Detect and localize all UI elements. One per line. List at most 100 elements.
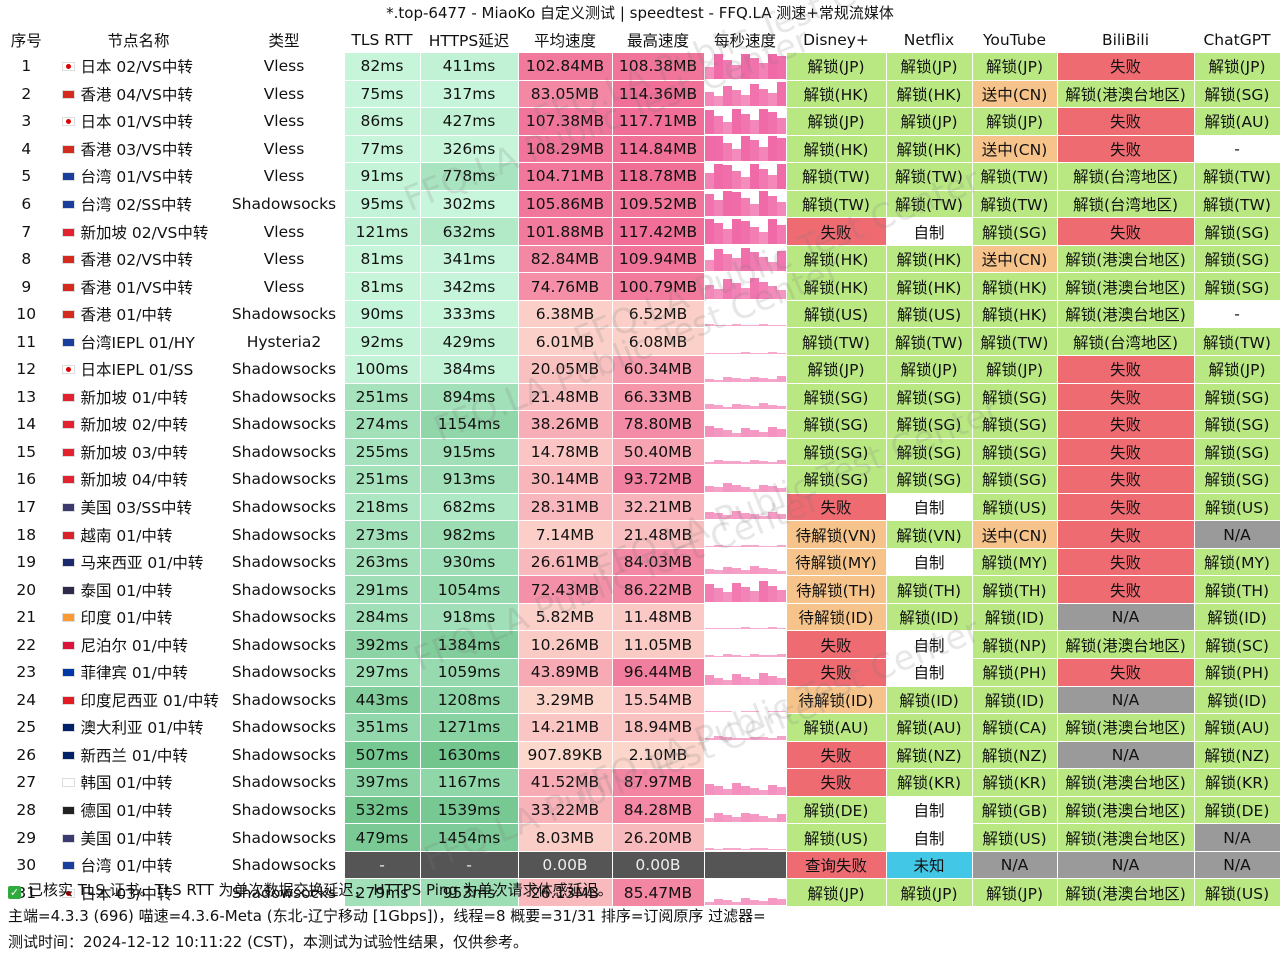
speed-bar (713, 513, 723, 520)
speed-bar (776, 814, 785, 823)
table-row[interactable]: 28 德国 01/中转 Shadowsocks 532ms 1539ms 33.22MB 8… (0, 796, 1280, 825)
cell-disney: 解锁(TW) (786, 327, 887, 357)
table-row[interactable]: 5 台湾 01/VS中转 Vless 91ms 778ms 104.71MB 118.78M… (0, 162, 1280, 191)
cell-node: 香港 01/中转 (53, 300, 225, 329)
col-avg-speed[interactable]: 平均速度 (518, 26, 613, 53)
speed-bar (713, 379, 723, 382)
speed-bar (713, 486, 723, 492)
speed-bar (722, 143, 732, 162)
speed-bar (722, 278, 732, 299)
cell-per-second (704, 603, 787, 632)
col-type[interactable]: 类型 (224, 26, 345, 53)
cell-avg-speed: 20.05MB (518, 355, 613, 384)
cell-chatgpt: 解锁(SG) (1194, 80, 1280, 109)
speed-bar (722, 815, 732, 823)
col-index[interactable]: 序号 (0, 26, 54, 53)
cell-per-second (704, 355, 787, 384)
cell-max-speed: 18.94MB (612, 713, 705, 742)
table-row[interactable]: 9 香港 01/VS中转 Vless 81ms 342ms 74.76MB 100.79MB… (0, 272, 1280, 301)
cell-bilibili: 失败 (1057, 658, 1195, 687)
col-max-speed[interactable]: 最高速度 (612, 26, 705, 53)
cell-netflix: 自制 (886, 217, 973, 246)
col-chatgpt[interactable]: ChatGPT (1194, 26, 1280, 53)
cell-chatgpt: 解锁(AU) (1194, 107, 1280, 136)
cell-max-speed: 93.72MB (612, 465, 705, 494)
speed-bar (731, 737, 741, 740)
speed-bar (704, 218, 714, 244)
speed-bar (758, 108, 768, 134)
table-row[interactable]: 7 新加坡 02/VS中转 Vless 121ms 632ms 101.88MB 117.4… (0, 217, 1280, 246)
speed-bar (767, 818, 777, 823)
col-disney[interactable]: Disney+ (786, 26, 887, 53)
table-row[interactable]: 25 澳大利亚 01/中转 Shadowsocks 351ms 1271ms 14.21M… (0, 713, 1280, 742)
cell-per-second (704, 327, 787, 357)
col-node[interactable]: 节点名称 (53, 26, 225, 53)
table-row[interactable]: 18 越南 01/中转 Shadowsocks 273ms 982ms 7.14MB 21.… (0, 520, 1280, 549)
table-row[interactable]: 31 日本 03/中转 Shadowsocks 279ms 953ms 26.13MB 85… (0, 878, 1280, 907)
cell-max-speed: 117.42MB (612, 217, 705, 246)
table-row[interactable]: 30 台湾 01/中转 Shadowsocks - -0.00B 0.00B 查询失败 未知 N… (0, 851, 1280, 880)
cell-node: 马来西亚 01/中转 (53, 548, 225, 577)
cell-max-speed: 109.94MB (612, 245, 705, 274)
cell-youtube: 送中(CN) (972, 80, 1058, 109)
table-row[interactable]: 6 台湾 02/SS中转 Shadowsocks 95ms 302ms 105.86MB 1… (0, 190, 1280, 219)
cell-node: 新加坡 02/中转 (53, 410, 225, 439)
flag-us-icon (61, 503, 75, 513)
cell-chatgpt: 解锁(TW) (1194, 162, 1280, 191)
col-netflix[interactable]: Netflix (886, 26, 973, 53)
speed-bar (731, 782, 741, 795)
cell-max-speed: 117.71MB (612, 107, 705, 136)
cell-index: 27 (0, 768, 54, 797)
table-row[interactable]: 15 新加坡 03/中转 Shadowsocks 255ms 915ms 14.78MB 5… (0, 438, 1280, 467)
speed-bar (749, 899, 759, 905)
table-row[interactable]: 16 新加坡 04/中转 Shadowsocks 251ms 913ms 30.14MB 9… (0, 465, 1280, 494)
cell-per-second (704, 658, 787, 687)
table-row[interactable]: 29 美国 01/中转 Shadowsocks 479ms 1454ms 8.03MB 26… (0, 823, 1280, 852)
col-bilibili[interactable]: BiliBili (1057, 26, 1195, 53)
col-per-second[interactable]: 每秒速度 (704, 26, 787, 53)
cell-netflix: 解锁(TH) (886, 575, 973, 604)
table-row[interactable]: 21 印度 01/中转 Shadowsocks 284ms 918ms 5.82MB 11.… (0, 603, 1280, 632)
results-table: 序号 节点名称 类型 TLS RTT HTTPS延迟 平均速度 最高速度 每秒速… (0, 26, 1280, 907)
cell-https: 429ms (420, 327, 519, 357)
cell-disney: 待解锁(ID) (786, 686, 887, 715)
table-row[interactable]: 26 新西兰 01/中转 Shadowsocks 507ms 1630ms 907.89K… (0, 741, 1280, 770)
col-https[interactable]: HTTPS延迟 (420, 26, 519, 53)
table-row[interactable]: 22 尼泊尔 01/中转 Shadowsocks 392ms 1384ms 10.26MB… (0, 630, 1280, 660)
table-row[interactable]: 23 菲律宾 01/中转 Shadowsocks 297ms 1059ms 43.89MB… (0, 658, 1280, 687)
table-row[interactable]: 27 韩国 01/中转 Shadowsocks 397ms 1167ms 41.52MB 8… (0, 768, 1280, 797)
col-tls-rtt[interactable]: TLS RTT (344, 26, 421, 53)
cell-max-speed: 2.10MB (612, 741, 705, 770)
cell-avg-speed: 26.61MB (518, 548, 613, 577)
cell-tls-rtt: 392ms (344, 630, 421, 660)
table-row[interactable]: 19 马来西亚 01/中转 Shadowsocks 263ms 930ms 26.61MB… (0, 548, 1280, 577)
speed-bar (731, 432, 741, 437)
cell-bilibili: 失败 (1057, 217, 1195, 246)
cell-per-second (704, 630, 787, 660)
cell-index: 3 (0, 107, 54, 136)
table-row[interactable]: 11 台湾IEPL 01/HY Hysteria2 92ms 429ms 6.01MB 6.… (0, 327, 1280, 357)
flag-sg-icon (61, 447, 75, 457)
table-row[interactable]: 8 香港 02/VS中转 Vless 81ms 341ms 82.84MB 109.94MB… (0, 245, 1280, 274)
cell-chatgpt: 解锁(ID) (1194, 686, 1280, 715)
table-row[interactable]: 4 香港 03/VS中转 Vless 77ms 326ms 108.29MB 114.84M… (0, 135, 1280, 164)
table-row[interactable]: 24 印度尼西亚 01/中转 Shadowsocks 443ms 1208ms 3.29M… (0, 686, 1280, 715)
speed-bar (731, 847, 741, 850)
table-row[interactable]: 1 日本 02/VS中转 Vless 82ms 411ms 102.84MB 108.38M… (0, 53, 1280, 81)
table-row[interactable]: 13 新加坡 01/中转 Shadowsocks 251ms 894ms 21.48MB 6… (0, 383, 1280, 412)
table-row[interactable]: 17 美国 03/SS中转 Shadowsocks 218ms 682ms 28.31MB… (0, 493, 1280, 522)
col-youtube[interactable]: YouTube (972, 26, 1058, 53)
table-row[interactable]: 12 日本IEPL 01/SS Shadowsocks 100ms 384ms 20.05… (0, 355, 1280, 384)
table-row[interactable]: 2 香港 04/VS中转 Vless 75ms 317ms 83.05MB 114.36MB… (0, 80, 1280, 109)
cell-netflix: 解锁(SG) (886, 438, 973, 467)
table-row[interactable]: 20 泰国 01/中转 Shadowsocks 291ms 1054ms 72.43MB 8… (0, 575, 1280, 604)
cell-youtube: 解锁(GB) (972, 796, 1058, 825)
speed-bar (704, 583, 714, 602)
cell-index: 14 (0, 410, 54, 439)
speed-bar (713, 405, 723, 410)
table-row[interactable]: 3 日本 01/VS中转 Vless 86ms 427ms 107.38MB 117.71M… (0, 107, 1280, 136)
table-row[interactable]: 14 新加坡 02/中转 Shadowsocks 274ms 1154ms 38.26MB… (0, 410, 1280, 439)
cell-max-speed: 84.28MB (612, 796, 705, 825)
cell-netflix: 解锁(SG) (886, 410, 973, 439)
table-row[interactable]: 10 香港 01/中转 Shadowsocks 90ms 333ms 6.38MB 6.52… (0, 300, 1280, 329)
